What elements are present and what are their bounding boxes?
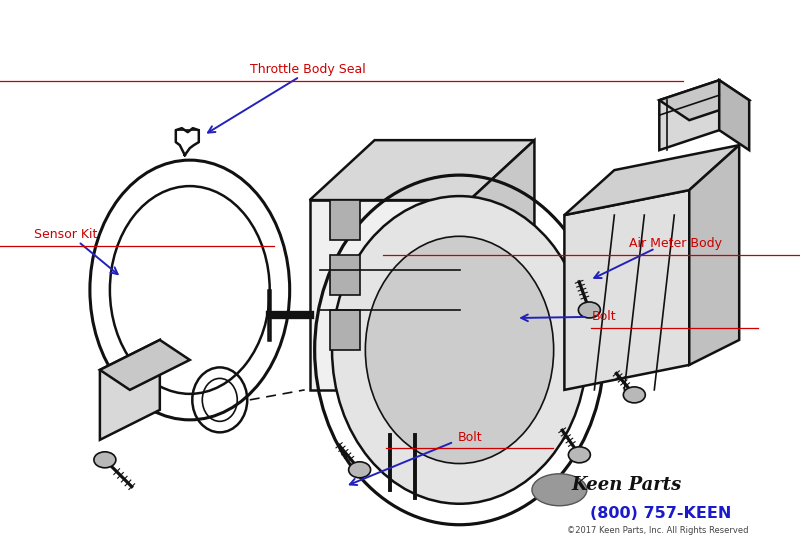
Text: Keen Parts: Keen Parts xyxy=(571,476,682,494)
Polygon shape xyxy=(719,80,749,150)
Polygon shape xyxy=(659,80,749,120)
Text: Bolt: Bolt xyxy=(458,431,482,444)
Text: ©2017 Keen Parts, Inc. All Rights Reserved: ©2017 Keen Parts, Inc. All Rights Reserv… xyxy=(567,526,749,536)
Ellipse shape xyxy=(94,452,116,468)
Polygon shape xyxy=(310,200,470,390)
Ellipse shape xyxy=(578,302,600,318)
Polygon shape xyxy=(690,145,739,365)
Polygon shape xyxy=(330,200,360,240)
Text: (800) 757-KEEN: (800) 757-KEEN xyxy=(590,506,731,521)
Ellipse shape xyxy=(366,236,554,464)
Polygon shape xyxy=(330,255,360,295)
Ellipse shape xyxy=(568,447,590,463)
Text: Throttle Body Seal: Throttle Body Seal xyxy=(250,64,366,76)
Ellipse shape xyxy=(623,387,646,403)
Polygon shape xyxy=(659,80,719,150)
Polygon shape xyxy=(564,190,690,390)
Ellipse shape xyxy=(349,462,370,478)
Text: Air Meter Body: Air Meter Body xyxy=(629,237,722,251)
Polygon shape xyxy=(100,340,160,440)
Polygon shape xyxy=(470,140,534,390)
Polygon shape xyxy=(330,310,360,350)
Polygon shape xyxy=(310,140,534,200)
Polygon shape xyxy=(100,340,190,390)
Ellipse shape xyxy=(532,474,587,506)
Polygon shape xyxy=(564,145,739,215)
Text: Sensor Kit: Sensor Kit xyxy=(34,228,98,241)
Ellipse shape xyxy=(332,196,587,504)
Text: Bolt: Bolt xyxy=(591,310,616,324)
